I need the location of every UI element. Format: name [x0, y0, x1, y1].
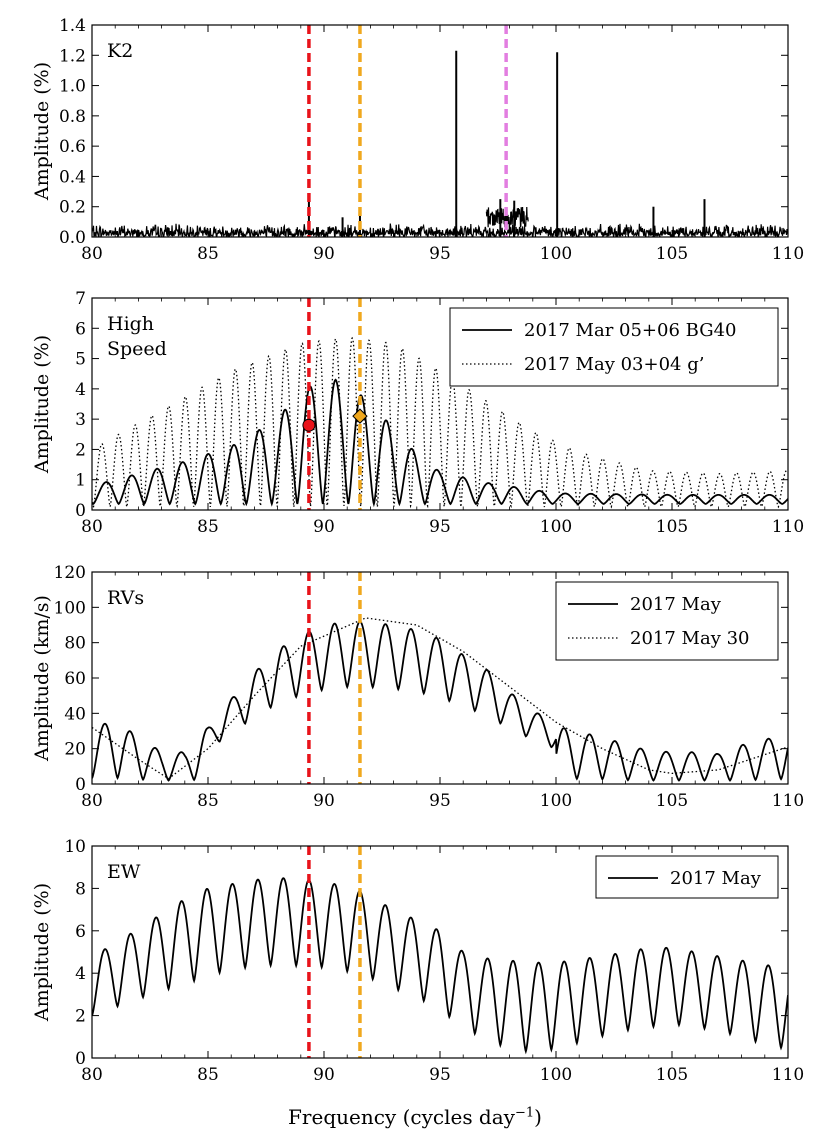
x-tick-label: 100 — [540, 1065, 572, 1085]
y-tick-label: 1.0 — [59, 77, 86, 97]
y-tick-label: 4 — [75, 380, 86, 400]
x-tick-label: 100 — [540, 517, 572, 537]
x-tick-label: 90 — [313, 791, 335, 811]
y-tick-label: 0 — [75, 775, 86, 795]
x-tick-label: 85 — [197, 517, 219, 537]
x-tick-label: 90 — [313, 244, 335, 264]
y-tick-label: 2 — [75, 1007, 86, 1027]
legend: 2017 May — [595, 855, 779, 899]
y-tick-label: 2 — [75, 440, 86, 460]
plot-area — [92, 846, 788, 1058]
x-tick-label: 105 — [656, 791, 688, 811]
marker-diamond — [352, 408, 368, 424]
legend-box — [595, 855, 779, 899]
series-line-1 — [92, 620, 788, 782]
x-tick-label: 105 — [656, 1065, 688, 1085]
x-tick-label: 80 — [81, 244, 103, 264]
y-tick-label: 10 — [64, 837, 86, 857]
x-tick-label: 80 — [81, 791, 103, 811]
x-tick-label: 110 — [772, 517, 804, 537]
y-tick-label: 1.4 — [59, 16, 86, 36]
y-tick-label: 60 — [64, 669, 86, 689]
y-tick-label: 0.4 — [59, 167, 86, 187]
y-tick-label: 120 — [54, 563, 86, 583]
y-tick-label: 3 — [75, 410, 86, 430]
panel-4: 80 85 90 95 100 105 110 0 2 4 6 8 10 Amplitude (%) EW 2… — [31, 837, 804, 1085]
y-tick-label: 0.2 — [59, 198, 86, 218]
y-tick-label: 5 — [75, 350, 86, 370]
x-tick-label: 110 — [772, 791, 804, 811]
series-line-1 — [92, 877, 788, 1055]
y-tick-label: 6 — [75, 319, 86, 339]
legend-entry: 2017 May — [670, 868, 762, 889]
x-tick-label: 105 — [656, 517, 688, 537]
y-tick-label: 0 — [75, 1049, 86, 1069]
y-axis-label: Amplitude (%) — [31, 335, 53, 474]
panel-1: 80 85 90 95 100 105 110 0.0 0.2 0.4 0.6 0.8 1.0 1.2 1.… — [31, 16, 804, 264]
x-tick-label: 85 — [197, 1065, 219, 1085]
x-tick-label: 100 — [540, 791, 572, 811]
y-tick-label: 0.6 — [59, 137, 86, 157]
x-tick-label: 85 — [197, 791, 219, 811]
panel-3: 80 85 90 95 100 105 110 0 20 40 60 80 100 120Amplitud… — [31, 563, 804, 811]
x-axis-label: Frequency (cycles day−1) — [288, 1105, 542, 1129]
plot-area — [92, 572, 788, 784]
x-tick-label: 110 — [772, 1065, 804, 1085]
y-tick-label: 6 — [75, 922, 86, 942]
y-tick-label: 0 — [75, 501, 86, 521]
panel-label: EW — [107, 861, 141, 883]
y-tick-label: 20 — [64, 740, 86, 760]
x-tick-label: 80 — [81, 1065, 103, 1085]
y-tick-label: 40 — [64, 704, 86, 724]
panel-2: 80 85 90 95 100 105 110 0 1 2 3 4 5 6 7 Amplitude (%) Hi… — [31, 289, 804, 537]
panel-label: K2 — [107, 40, 133, 62]
legend-box — [555, 581, 779, 661]
panel-label: High — [107, 313, 154, 335]
x-tick-label: 95 — [429, 1065, 451, 1085]
plot-area — [92, 25, 788, 237]
x-tick-label: 95 — [429, 517, 451, 537]
x-tick-label: 105 — [656, 244, 688, 264]
series-line-2 — [92, 617, 788, 780]
y-tick-label: 80 — [64, 634, 86, 654]
x-tick-label: 80 — [81, 517, 103, 537]
legend-entry: 2017 May 03+04 g’ — [524, 354, 704, 375]
y-tick-label: 100 — [54, 598, 86, 618]
y-axis-label: Amplitude (km/s) — [31, 595, 53, 762]
plot-frame — [91, 24, 789, 238]
legend-box — [449, 307, 779, 387]
x-tick-label: 95 — [429, 244, 451, 264]
panel-label: RVs — [107, 587, 144, 609]
x-tick-label: 90 — [313, 1065, 335, 1085]
legend-entry: 2017 May 30 — [630, 628, 750, 649]
x-tick-label: 95 — [429, 791, 451, 811]
y-tick-label: 4 — [75, 964, 86, 984]
panel-label: Speed — [107, 338, 167, 360]
legend-entry: 2017 May — [630, 594, 722, 615]
y-axis-label: Amplitude (%) — [31, 883, 53, 1022]
y-axis-label: Amplitude (%) — [31, 62, 53, 201]
x-tick-label: 100 — [540, 244, 572, 264]
y-tick-label: 1.2 — [59, 46, 86, 66]
legend: 2017 May 2017 May 30 — [555, 581, 779, 661]
y-tick-label: 8 — [75, 879, 86, 899]
y-tick-label: 7 — [75, 289, 86, 309]
marker-circle — [302, 418, 316, 432]
plot-area — [92, 298, 788, 510]
legend: 2017 Mar 05+06 BG40 2017 May 03+04 g’ — [449, 307, 779, 387]
legend-entry: 2017 Mar 05+06 BG40 — [524, 320, 736, 341]
y-tick-label: 0.0 — [59, 228, 86, 248]
x-tick-label: 85 — [197, 244, 219, 264]
series-line-2 — [92, 336, 788, 510]
x-tick-label: 90 — [313, 517, 335, 537]
y-tick-label: 0.8 — [59, 107, 86, 127]
x-tick-label: 110 — [772, 244, 804, 264]
y-tick-label: 1 — [75, 471, 86, 491]
series-line-1 — [92, 378, 788, 508]
